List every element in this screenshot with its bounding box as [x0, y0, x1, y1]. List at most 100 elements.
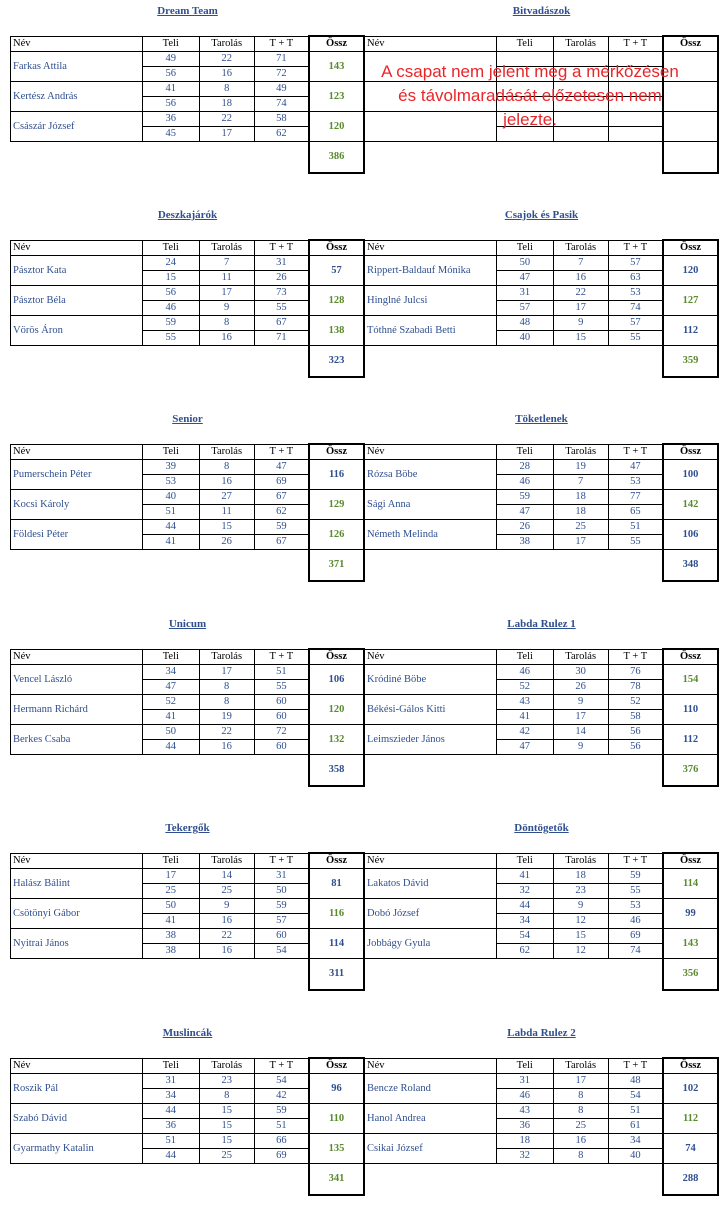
header-tarolas: Tarolás — [198, 35, 255, 52]
player-ossz: 142 — [662, 489, 719, 520]
tarolas-value: 9 — [552, 694, 609, 710]
tt-value: 74 — [253, 96, 310, 112]
score-table: Név Teli Tarolás T + T Össz Farkas Attila 49 22… — [10, 35, 365, 174]
team-title: Bitvadászok — [512, 5, 571, 17]
player-ossz: 114 — [308, 928, 365, 959]
teli-value: 59 — [495, 489, 554, 505]
header-tarolas: Tarolás — [552, 852, 609, 869]
tarolas-value: 17 — [552, 709, 609, 725]
table-row: 41 26 67 — [11, 534, 365, 550]
header-teli: Teli — [141, 239, 200, 256]
tt-value: 74 — [607, 300, 664, 316]
tt-value: 34 — [607, 1133, 664, 1149]
teli-value: 46 — [495, 1088, 554, 1104]
header-ossz: Össz — [662, 1057, 719, 1074]
tt-value: 40 — [607, 1148, 664, 1164]
teli-value: 32 — [495, 883, 554, 899]
tarolas-value: 25 — [198, 883, 255, 899]
teli-value: 54 — [495, 928, 554, 944]
score-table: Név Teli Tarolás T + T Össz Kródiné Böbe 46 30 7… — [364, 648, 719, 787]
header-row: Név Teli Tarolás T + T Össz — [364, 239, 719, 256]
tt-value: 49 — [253, 81, 310, 97]
table-row: Kocsi Károly 40 27 67 129 — [10, 489, 365, 520]
player-name: Kródiné Böbe — [364, 664, 497, 695]
header-teli: Teli — [495, 648, 554, 665]
table-row: Kródiné Böbe 46 30 76 154 — [364, 664, 719, 695]
teli-value: 42 — [495, 724, 554, 740]
team-title: Tekergők — [165, 822, 210, 834]
teli-value: 44 — [141, 519, 200, 535]
table-row: Kertész András 41 8 49 123 — [10, 81, 365, 112]
tarolas-value: 15 — [198, 1103, 255, 1119]
tt-value: 57 — [607, 315, 664, 331]
player-ossz: 96 — [308, 1073, 365, 1104]
teli-value: 44 — [141, 1148, 200, 1164]
team-title: Labda Rulez 2 — [507, 1027, 576, 1039]
tarolas-value — [552, 126, 609, 142]
tt-value: 57 — [607, 255, 664, 271]
tarolas-value: 18 — [198, 96, 255, 112]
table-row: Csikai József 18 16 34 74 — [364, 1133, 719, 1164]
tt-value: 50 — [253, 883, 310, 899]
teli-value: 50 — [141, 724, 200, 740]
player-name: Bencze Roland — [364, 1073, 497, 1104]
table-row: 44 16 60 — [11, 739, 365, 755]
teli-value: 41 — [141, 81, 200, 97]
teli-value: 38 — [141, 943, 200, 959]
tarolas-value: 17 — [552, 1073, 609, 1089]
teli-value: 38 — [495, 534, 554, 550]
table-row: Bencze Roland 31 17 48 102 — [364, 1073, 719, 1104]
tarolas-value: 8 — [198, 315, 255, 331]
teli-value: 47 — [141, 679, 200, 695]
tarolas-value: 18 — [552, 504, 609, 520]
teli-value: 51 — [141, 1133, 200, 1149]
player-ossz: 123 — [308, 81, 365, 112]
team-total: 386 — [308, 141, 365, 174]
team-title: Dream Team — [157, 5, 218, 17]
tt-value: 71 — [253, 51, 310, 67]
table-row: Hermann Richárd 52 8 60 120 — [10, 694, 365, 725]
header-teli: Teli — [495, 852, 554, 869]
table-row: 41 17 58 — [365, 709, 719, 725]
tarolas-value: 22 — [198, 51, 255, 67]
player-name: Vencel László — [10, 664, 143, 695]
tarolas-value: 22 — [198, 724, 255, 740]
player-ossz: 57 — [308, 255, 365, 286]
header-teli: Teli — [141, 648, 200, 665]
table-row — [365, 126, 719, 142]
player-name: Rózsa Böbe — [364, 459, 497, 490]
total-spacer — [11, 755, 310, 787]
table-row: Pásztor Kata 24 7 31 57 — [10, 255, 365, 286]
teli-value: 17 — [141, 868, 200, 884]
table-row: 36 25 61 — [365, 1118, 719, 1134]
teli-value: 41 — [141, 709, 200, 725]
tt-value: 60 — [253, 739, 310, 755]
tarolas-value: 9 — [552, 315, 609, 331]
header-tt: T + T — [607, 443, 664, 460]
tarolas-value: 16 — [198, 474, 255, 490]
tt-value: 60 — [253, 694, 310, 710]
header-tarolas: Tarolás — [198, 443, 255, 460]
player-ossz: 120 — [662, 255, 719, 286]
teli-value: 38 — [141, 928, 200, 944]
table-row: Császár József 36 22 58 120 — [10, 111, 365, 142]
score-table: Név Teli Tarolás T + T Össz — [364, 35, 719, 174]
tarolas-value: 9 — [198, 300, 255, 316]
tt-value: 46 — [607, 913, 664, 929]
tarolas-value: 18 — [552, 489, 609, 505]
player-ossz: 143 — [662, 928, 719, 959]
total-row: 341 — [11, 1163, 365, 1196]
table-row: 38 16 54 — [11, 943, 365, 959]
teli-value: 36 — [141, 111, 200, 127]
header-ossz: Össz — [662, 35, 719, 52]
table-row: Halász Bálint 17 14 31 81 — [10, 868, 365, 899]
teli-value: 32 — [495, 1148, 554, 1164]
teli-value: 52 — [495, 679, 554, 695]
table-row: 56 16 72 — [11, 66, 365, 82]
player-ossz: 116 — [308, 459, 365, 490]
teli-value: 34 — [141, 1088, 200, 1104]
header-teli: Teli — [495, 1057, 554, 1074]
total-row: 323 — [11, 345, 365, 378]
tt-value: 51 — [253, 1118, 310, 1134]
tarolas-value: 16 — [552, 270, 609, 286]
